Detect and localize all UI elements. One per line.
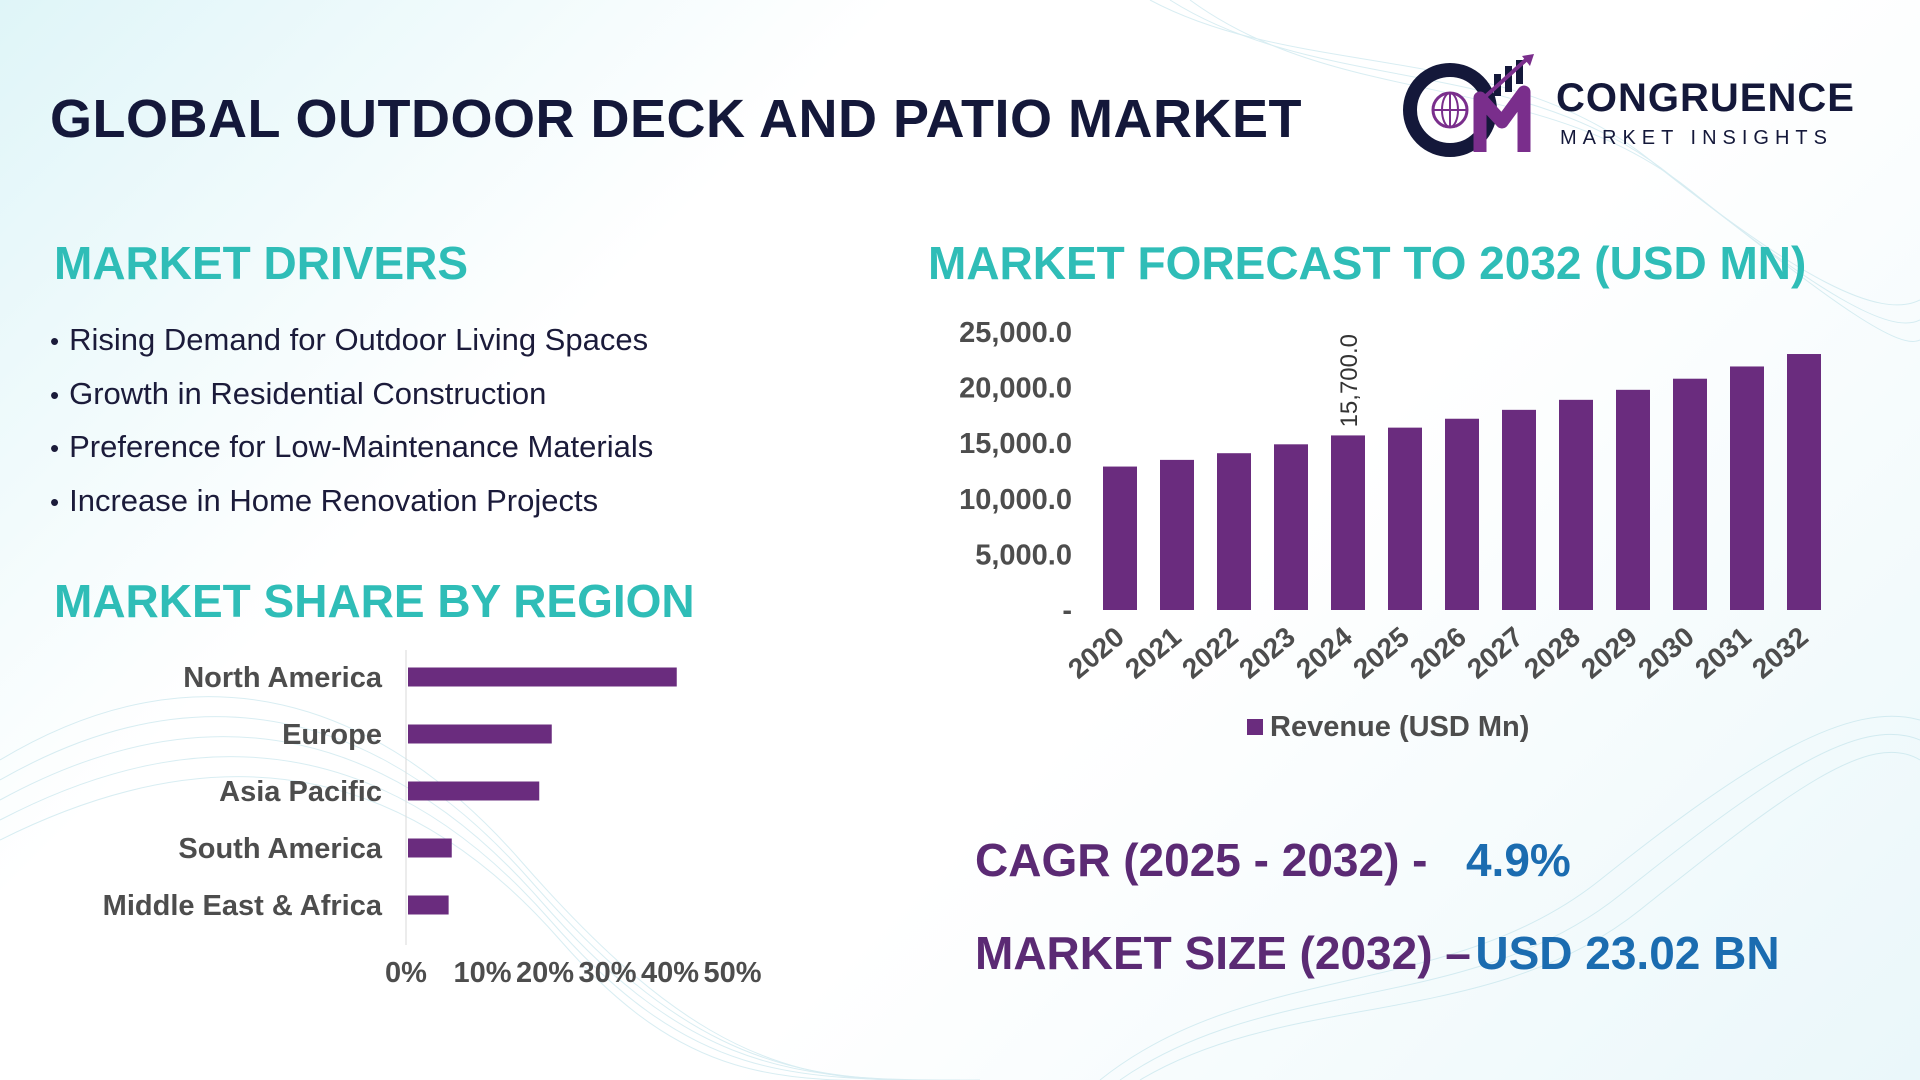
x-tick-label: 2029 (1575, 621, 1643, 685)
driver-item: Preference for Low-Maintenance Materials (50, 429, 653, 483)
bar (408, 781, 540, 801)
x-tick-label: 2021 (1119, 621, 1187, 685)
x-tick-label: 2031 (1689, 621, 1757, 685)
bar (408, 667, 677, 687)
x-tick-label: 2025 (1347, 621, 1415, 685)
category-label: Asia Pacific (219, 776, 382, 808)
bar (1559, 399, 1593, 610)
forecast-chart: - 5,000.0 10,000.0 15,000.0 20,000.0 25,000.0… (959, 317, 1821, 743)
x-tick-label: 0% (385, 957, 427, 989)
legend-swatch (1247, 719, 1263, 735)
y-tick-label: 20,000.0 (959, 373, 1072, 405)
bar (408, 724, 552, 744)
x-tick-label: 2024 (1290, 621, 1358, 685)
y-tick-label: 25,000.0 (959, 317, 1072, 349)
bar (1388, 427, 1422, 610)
page-title: GLOBAL OUTDOOR DECK AND PATIO MARKET (50, 89, 1302, 149)
bar (1103, 466, 1137, 610)
category-label: South America (178, 833, 382, 865)
bar (1616, 389, 1650, 610)
bar (408, 895, 449, 915)
data-label: 15,700.0 (1336, 334, 1363, 427)
y-tick-label: - (1062, 595, 1072, 627)
x-tick-label: 2022 (1176, 621, 1244, 685)
market-size-row: MARKET SIZE (2032) – USD 23.02 BN (975, 926, 1780, 980)
bar (408, 838, 452, 858)
category-label: North America (183, 662, 383, 694)
logo-tagline: MARKET INSIGHTS (1560, 127, 1833, 149)
x-tick-label: 2032 (1746, 621, 1814, 685)
legend-label: Revenue (USD Mn) (1270, 711, 1529, 743)
bar (1274, 444, 1308, 610)
category-label: Middle East & Africa (103, 890, 383, 922)
logo-name: CONGRUENCE (1556, 76, 1855, 120)
x-tick-label: 2028 (1518, 621, 1586, 685)
cagr-label: CAGR (2025 - 2032) - (975, 834, 1428, 886)
cagr-row: CAGR (2025 - 2032) - 4.9% (975, 833, 1571, 887)
category-label: Europe (282, 719, 382, 751)
drivers-list: Rising Demand for Outdoor Living Spaces … (50, 322, 653, 536)
logo-mark-icon (1403, 54, 1534, 157)
bar (1730, 366, 1764, 610)
bar (1331, 435, 1365, 610)
x-tick-label: 50% (703, 957, 761, 989)
x-tick-label: 2020 (1062, 621, 1130, 685)
x-tick-label: 2027 (1461, 621, 1529, 685)
y-tick-label: 15,000.0 (959, 428, 1072, 460)
region-title: MARKET SHARE BY REGION (54, 575, 695, 627)
company-logo: CONGRUENCE MARKET INSIGHTS (1398, 52, 1878, 162)
bar (1787, 354, 1821, 610)
x-tick-label: 2030 (1632, 621, 1700, 685)
region-share-chart: North America Europe Asia Pacific South Ame… (103, 650, 762, 989)
market-size-value: USD 23.02 BN (1475, 927, 1780, 979)
x-tick-label: 20% (516, 957, 574, 989)
bar (1502, 409, 1536, 610)
x-tick-label: 10% (453, 957, 511, 989)
x-tick-label: 2023 (1233, 621, 1301, 685)
driver-item: Growth in Residential Construction (50, 376, 653, 430)
x-tick-label: 40% (641, 957, 699, 989)
driver-item: Rising Demand for Outdoor Living Spaces (50, 322, 653, 376)
bar (1160, 459, 1194, 610)
bar (1673, 378, 1707, 610)
y-tick-label: 5,000.0 (975, 539, 1072, 571)
bar (1217, 453, 1251, 610)
y-tick-label: 10,000.0 (959, 484, 1072, 516)
market-size-label: MARKET SIZE (2032) – (975, 927, 1471, 979)
cagr-value: 4.9% (1465, 834, 1571, 886)
driver-item: Increase in Home Renovation Projects (50, 483, 653, 537)
x-tick-label: 30% (578, 957, 636, 989)
x-tick-label: 2026 (1404, 621, 1472, 685)
forecast-title: MARKET FORECAST TO 2032 (USD MN) (928, 237, 1807, 289)
bar (1445, 418, 1479, 610)
drivers-title: MARKET DRIVERS (54, 237, 469, 289)
